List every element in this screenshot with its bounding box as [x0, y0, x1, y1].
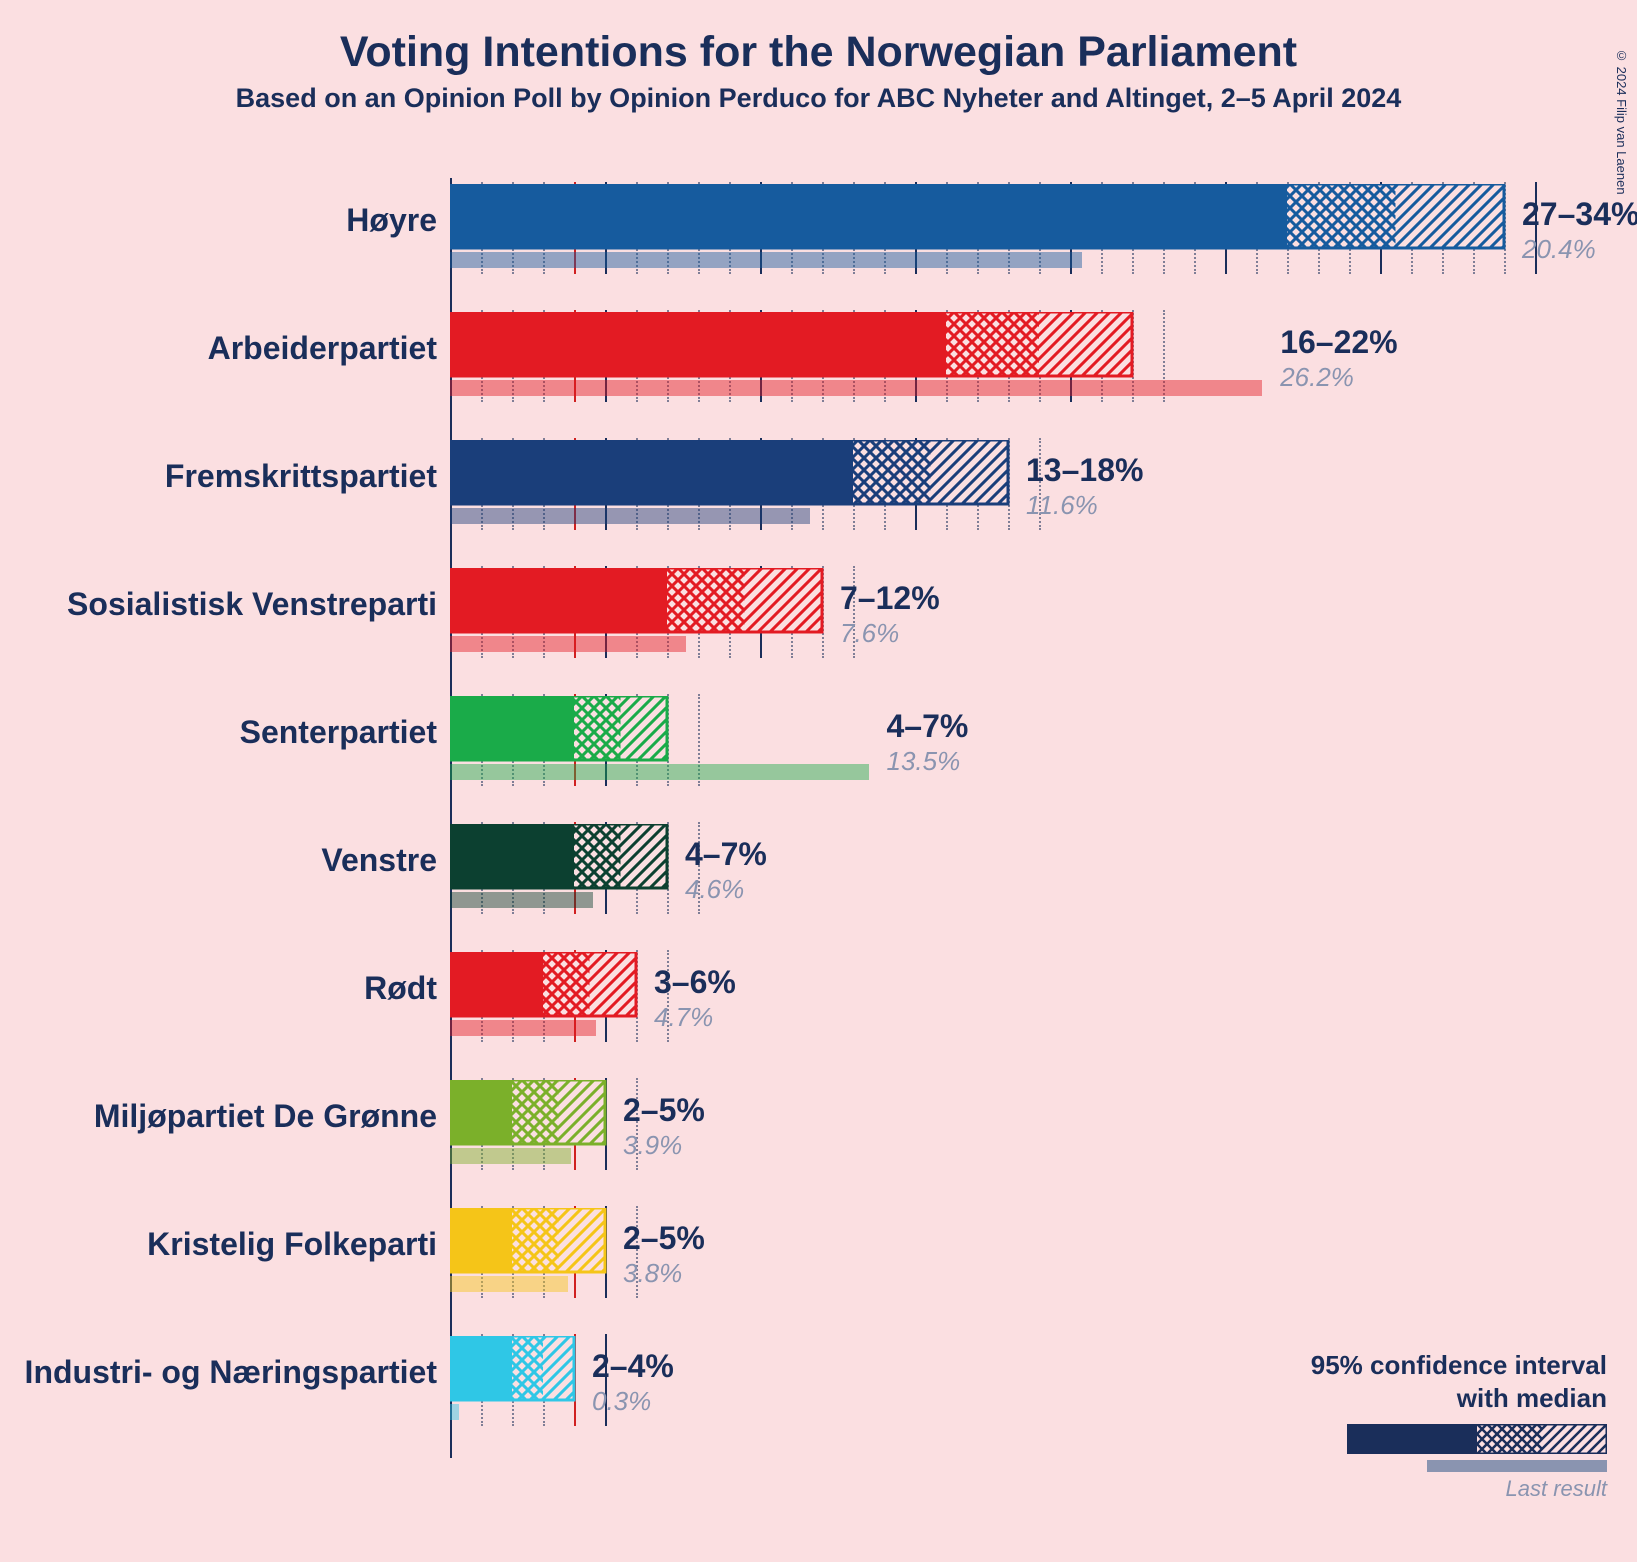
confidence-bar: [450, 312, 1136, 380]
last-result-bar: [450, 1148, 571, 1164]
last-result-label: 13.5%: [887, 746, 961, 777]
range-label: 7–12%: [840, 580, 940, 617]
party-label: Venstre: [321, 842, 437, 879]
range-label: 2–5%: [623, 1220, 705, 1257]
confidence-bar: [450, 696, 671, 764]
last-result-bar: [450, 1404, 459, 1420]
party-row: Rødt 3–6%4.7%: [0, 946, 1637, 1074]
chart-subtitle: Based on an Opinion Poll by Opinion Perd…: [0, 83, 1637, 114]
last-result-bar: [450, 1020, 596, 1036]
last-result-label: 4.6%: [685, 874, 744, 905]
last-result-label: 0.3%: [592, 1386, 651, 1417]
confidence-bar: [450, 1208, 609, 1276]
last-result-bar: [450, 508, 810, 524]
range-label: 27–34%: [1522, 196, 1637, 233]
last-result-label: 20.4%: [1522, 234, 1596, 265]
last-result-label: 11.6%: [1026, 490, 1098, 521]
range-label: 3–6%: [654, 964, 736, 1001]
party-label: Sosialistisk Venstreparti: [67, 586, 437, 623]
legend-last-label: Last result: [1311, 1476, 1607, 1502]
confidence-bar: [450, 440, 1012, 508]
legend-ci-label: 95% confidence interval with median: [1311, 1349, 1607, 1414]
copyright-notice: © 2024 Filip van Laenen: [1614, 48, 1629, 195]
party-label: Miljøpartiet De Grønne: [94, 1098, 437, 1135]
last-result-label: 26.2%: [1280, 362, 1354, 393]
legend-ci-bar: [1347, 1424, 1607, 1454]
party-row: Høyre 27–34%20.4%: [0, 178, 1637, 306]
last-result-label: 4.7%: [654, 1002, 713, 1033]
last-result-bar: [450, 892, 593, 908]
last-result-label: 3.9%: [623, 1130, 682, 1161]
chart-title: Voting Intentions for the Norwegian Parl…: [0, 28, 1637, 77]
party-row: Sosialistisk Venstreparti 7–12%7.6%: [0, 562, 1637, 690]
party-label: Fremskrittspartiet: [165, 458, 437, 495]
range-label: 4–7%: [685, 836, 767, 873]
last-result-bar: [450, 764, 869, 780]
party-label: Kristelig Folkeparti: [147, 1226, 437, 1263]
party-label: Rødt: [364, 970, 437, 1007]
range-label: 16–22%: [1280, 324, 1397, 361]
party-row: Miljøpartiet De Grønne 2–5%3.9%: [0, 1074, 1637, 1202]
party-label: Arbeiderpartiet: [208, 330, 437, 367]
last-result-label: 7.6%: [840, 618, 899, 649]
confidence-bar: [450, 824, 671, 892]
confidence-bar: [450, 1336, 578, 1404]
last-result-bar: [450, 1276, 568, 1292]
party-label: Høyre: [346, 202, 437, 239]
party-label: Industri- og Næringspartiet: [25, 1354, 437, 1391]
last-result-bar: [450, 636, 686, 652]
range-label: 2–4%: [592, 1348, 674, 1385]
party-row: Arbeiderpartiet 16–22%26.2%: [0, 306, 1637, 434]
range-label: 4–7%: [887, 708, 969, 745]
range-label: 2–5%: [623, 1092, 705, 1129]
confidence-bar: [450, 1080, 609, 1148]
chart-legend: 95% confidence interval with median Last…: [1311, 1349, 1607, 1502]
party-label: Senterpartiet: [240, 714, 437, 751]
confidence-bar: [450, 568, 826, 636]
party-row: Kristelig Folkeparti 2–5%3.8%: [0, 1202, 1637, 1330]
confidence-bar: [450, 184, 1508, 252]
range-label: 13–18%: [1026, 452, 1143, 489]
last-result-bar: [450, 380, 1262, 396]
legend-last-bar: [1427, 1460, 1607, 1472]
confidence-bar: [450, 952, 640, 1020]
last-result-bar: [450, 252, 1082, 268]
party-row: Venstre 4–7%4.6%: [0, 818, 1637, 946]
party-row: Senterpartiet 4–7%13.5%: [0, 690, 1637, 818]
party-row: Fremskrittspartiet 13–18%11.6%: [0, 434, 1637, 562]
last-result-label: 3.8%: [623, 1258, 682, 1289]
